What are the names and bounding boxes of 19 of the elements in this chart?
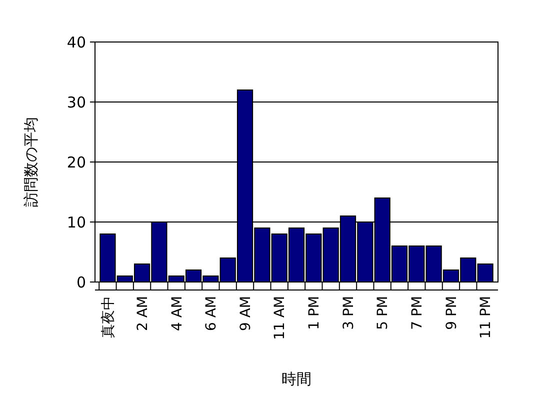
y-tick-label: 30: [66, 93, 86, 112]
y-tick-label: 0: [76, 273, 86, 292]
x-tick-label: 9 AM: [238, 296, 254, 332]
x-tick-label: 1 PM: [306, 296, 323, 330]
x-tick-label: 3 PM: [340, 296, 357, 330]
y-axis-title: 訪問数の平均: [22, 117, 40, 207]
x-tick-label: 9 PM: [444, 296, 460, 330]
x-tick-label: 4 AM: [169, 296, 186, 332]
x-tick-label: 2 AM: [134, 296, 151, 332]
x-tick-label: 7 PM: [410, 296, 426, 330]
x-axis-title: 時間: [282, 370, 312, 388]
x-tick-label: 真夜中: [100, 296, 117, 338]
y-tick-label: 10: [66, 213, 86, 232]
y-tick-label: 40: [66, 33, 86, 52]
x-tick-label: 11 AM: [272, 296, 288, 340]
x-tick-label: 5 PM: [375, 296, 392, 330]
x-tick-label: 11 PM: [478, 296, 494, 339]
y-tick-label: 20: [66, 153, 86, 172]
x-tick-label: 6 AM: [204, 296, 220, 332]
